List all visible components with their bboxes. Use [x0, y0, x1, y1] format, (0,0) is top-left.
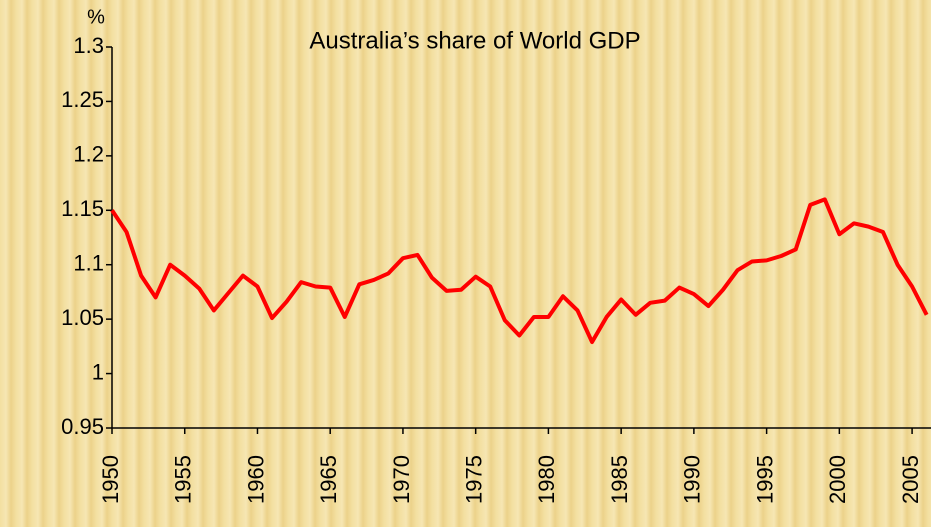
y-tick-label: 0.95: [61, 414, 104, 439]
x-tick-label: 2000: [825, 455, 850, 504]
x-tick-label: 1980: [534, 455, 559, 504]
y-tick-label: 1.1: [73, 251, 104, 276]
y-unit: %: [87, 6, 105, 28]
y-tick-label: 1.15: [61, 196, 104, 221]
y-tick-label: 1.05: [61, 305, 104, 330]
x-tick-label: 1950: [98, 455, 123, 504]
x-tick-label: 1975: [461, 455, 486, 504]
x-tick-label: 1960: [243, 455, 268, 504]
y-tick-label: 1.3: [73, 33, 104, 58]
y-tick-label: 1: [92, 359, 104, 384]
x-tick-label: 1970: [389, 455, 414, 504]
y-tick-label: 1.2: [73, 142, 104, 167]
x-tick-label: 1995: [752, 455, 777, 504]
x-tick-label: 2005: [898, 455, 923, 504]
x-tick-label: 1990: [680, 455, 705, 504]
x-tick-label: 1955: [171, 455, 196, 504]
data-line: [110, 197, 929, 345]
chart-title: Australia’s share of World GDP: [309, 27, 640, 54]
x-tick-label: 1985: [607, 455, 632, 504]
y-tick-label: 1.25: [61, 87, 104, 112]
x-tick-label: 1965: [316, 455, 341, 504]
